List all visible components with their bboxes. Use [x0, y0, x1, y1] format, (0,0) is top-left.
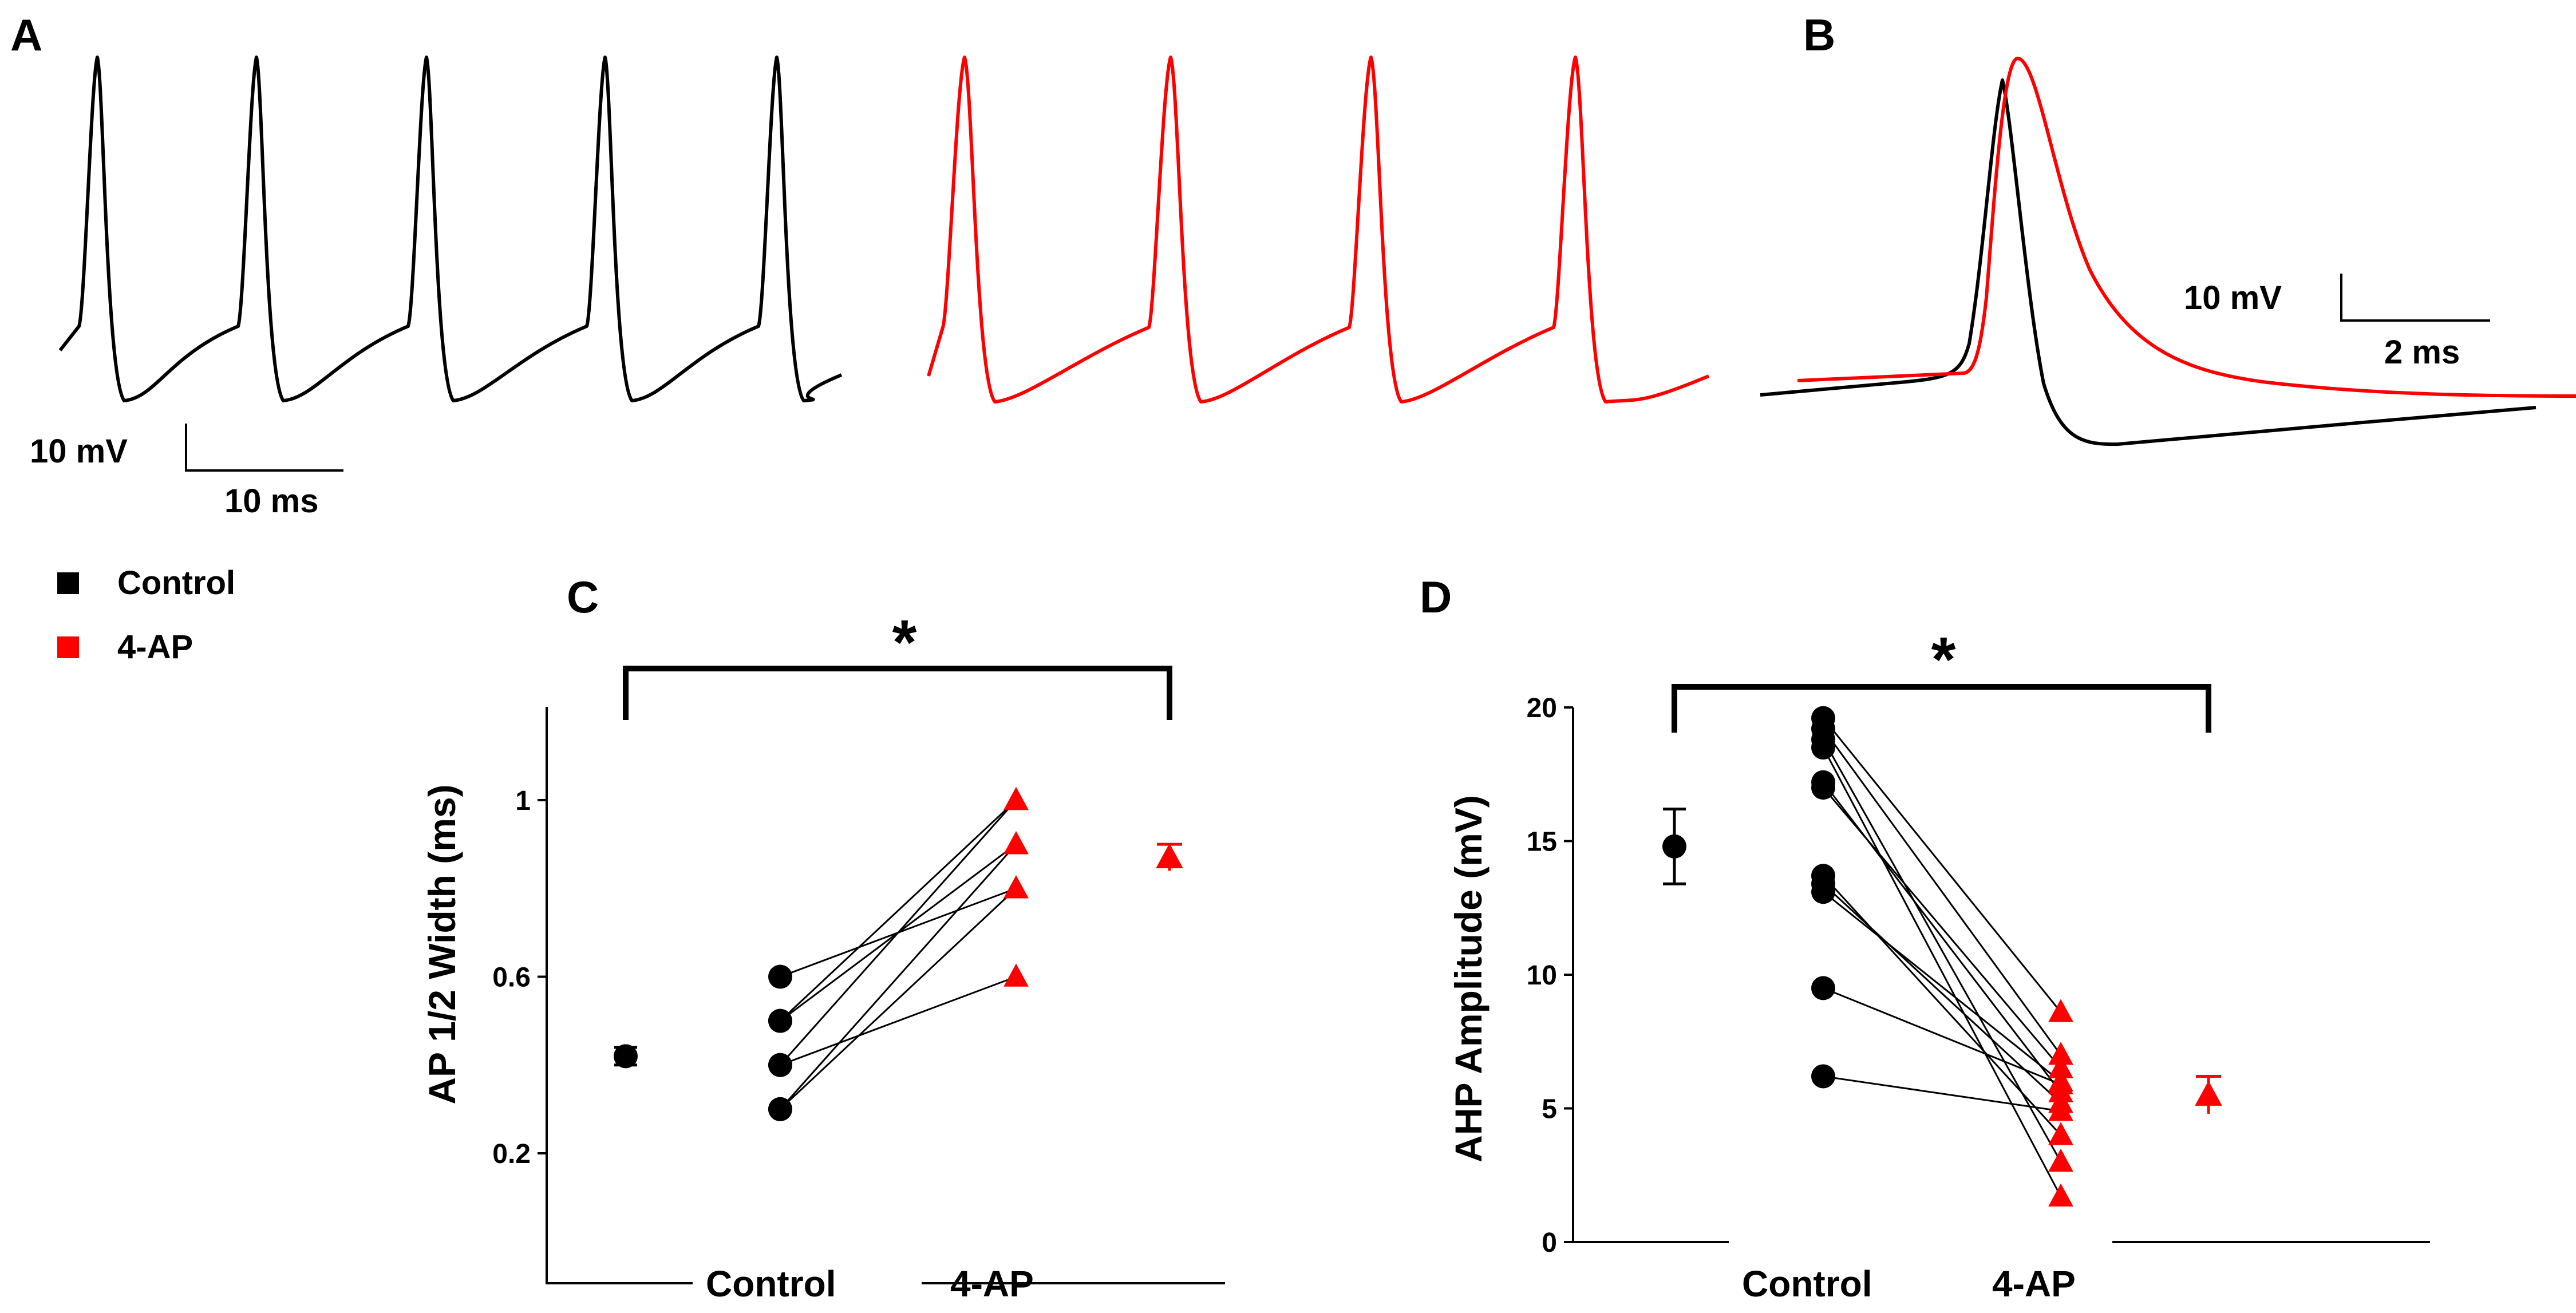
d-4ap-point [2048, 1071, 2073, 1094]
chart-c: Control 4-AP AP 1/2 Width (ms) * 0.2 0.6 1 [421, 607, 1225, 1304]
trace-4ap-group [927, 56, 1710, 404]
c-pair-line [780, 887, 1017, 978]
d-control-point [1811, 776, 1835, 800]
trace-control-group [58, 56, 843, 402]
d-4ap-point [2048, 999, 2073, 1022]
d-pair-line [1822, 875, 2062, 1136]
trace-b-4ap [1797, 57, 2576, 398]
c-pair-line [779, 799, 1017, 1022]
c-control-point [768, 1009, 792, 1033]
d-4ap-mean [2195, 1081, 2222, 1106]
legend-control-swatch [57, 572, 79, 594]
scale-a-x-label: 10 ms [224, 483, 318, 520]
trace-a-control [58, 56, 843, 402]
c-ytick-label: 1 [515, 786, 531, 816]
scale-b-y-label: 10 mV [2184, 279, 2282, 317]
legend-4ap-label: 4-AP [117, 628, 193, 666]
panel-c-letter: C [567, 572, 599, 622]
scale-a-y-label: 10 mV [30, 433, 128, 470]
chart-d-xtick-4ap: 4-AP [1992, 1263, 2076, 1304]
panel-b-letter: B [1803, 10, 1835, 60]
d-control-point [1811, 976, 1835, 1000]
trace-a-4ap [927, 56, 1710, 404]
trace-b-4ap-group [1797, 57, 2576, 398]
chart-d-significance-bracket [1672, 684, 2211, 733]
legend: Control 4-AP [57, 564, 235, 666]
d-pair-line [1822, 787, 2062, 1069]
d-control-mean [1662, 834, 1686, 859]
trace-b-control [1760, 78, 2537, 446]
d-control-point [1811, 735, 1835, 760]
legend-4ap-swatch [57, 636, 79, 658]
d-ytick-label: 20 [1527, 693, 1557, 723]
scale-bar-a [185, 424, 343, 472]
c-4ap-point [1003, 963, 1029, 987]
d-pair-line [1822, 747, 2062, 1197]
d-ytick-label: 0 [1542, 1228, 1557, 1258]
c-ytick-label: 0.2 [492, 1139, 531, 1169]
d-ytick-label: 5 [1542, 1094, 1557, 1125]
chart-d-xtick-control: Control [1742, 1263, 1872, 1304]
d-pair-line [1822, 883, 2062, 1104]
c-4ap-mean [1156, 843, 1183, 869]
c-4ap-point [1003, 831, 1029, 855]
c-ytick-label: 0.6 [492, 963, 531, 993]
chart-c-axes [546, 707, 1225, 1284]
panel-d-letter: D [1420, 572, 1452, 622]
trace-b-control-group [1760, 78, 2537, 446]
d-4ap-point [2048, 1148, 2073, 1172]
d-pair-line [1822, 739, 2062, 1162]
c-control-point [768, 964, 792, 989]
d-4ap-point [2048, 1098, 2073, 1121]
chart-d: Control 4-AP AHP Amplitude (mV) * 0 5 10 15… [1447, 624, 2430, 1304]
chart-d-ylabel: AHP Amplitude (mV) [1447, 795, 1490, 1162]
panel-a-letter: A [10, 10, 42, 60]
d-4ap-point [2048, 1042, 2073, 1065]
chart-d-significance-star: * [1931, 624, 1956, 695]
d-pair-line [1823, 891, 2061, 1082]
c-pair-line [780, 976, 1017, 1066]
chart-c-xtick-control: Control [706, 1263, 836, 1304]
d-ytick-label: 10 [1527, 960, 1557, 991]
chart-c-ylabel: AP 1/2 Width (ms) [421, 784, 463, 1104]
c-4ap-point [1003, 787, 1029, 810]
c-pair-line [779, 888, 1017, 1110]
c-control-point [768, 1097, 792, 1121]
c-pair-line [779, 844, 1017, 1110]
c-4ap-point [1003, 875, 1029, 899]
d-4ap-point [2048, 1055, 2073, 1078]
d-4ap-point [2048, 1122, 2073, 1145]
scale-bar-b [2340, 274, 2490, 322]
d-control-point [1811, 1064, 1835, 1089]
scale-b-x-label: 2 ms [2384, 334, 2460, 371]
d-control-point [1811, 880, 1835, 904]
d-pair-line [1822, 728, 2062, 1055]
d-4ap-point [2048, 1183, 2073, 1207]
chart-c-significance-bracket [623, 666, 1172, 720]
c-control-point [768, 1053, 792, 1077]
chart-c-xtick-4ap: 4-AP [950, 1263, 1034, 1304]
d-pair-line [1823, 1075, 2061, 1112]
c-control-mean [614, 1044, 638, 1069]
d-pair-line [1822, 717, 2062, 1013]
d-pair-line [1823, 987, 2061, 1085]
d-ytick-label: 15 [1527, 827, 1557, 857]
legend-control-label: Control [117, 564, 235, 602]
chart-c-significance-star: * [892, 607, 917, 678]
